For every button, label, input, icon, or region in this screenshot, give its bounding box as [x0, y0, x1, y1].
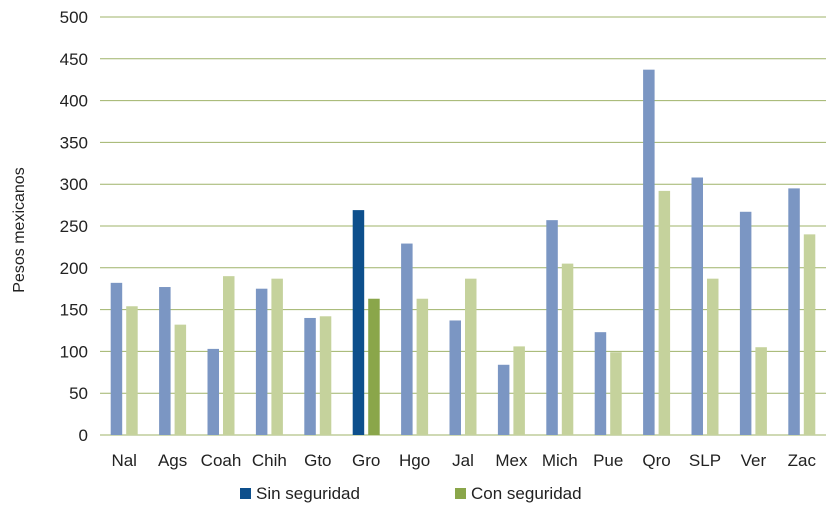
bar-con-seguridad-qro: [658, 190, 671, 435]
bar-con-seguridad-gro: [368, 298, 380, 435]
bar-sin-seguridad-chih: [255, 288, 268, 435]
y-tick-label: 0: [79, 426, 88, 445]
bar-sin-seguridad-qro: [643, 69, 655, 435]
y-axis-label: Pesos mexicanos: [11, 167, 28, 292]
bar-sin-seguridad-pue: [594, 332, 607, 435]
bar-con-seguridad-slp: [707, 278, 719, 435]
bar-sin-seguridad-ags: [159, 287, 171, 435]
x-category-label: Qro: [642, 451, 670, 470]
legend-label-con-seguridad: Con seguridad: [471, 484, 582, 503]
bar-sin-seguridad-mich: [546, 220, 558, 435]
x-category-label: Nal: [111, 451, 137, 470]
bar-con-seguridad-chih: [271, 278, 283, 435]
x-category-label: Coah: [201, 451, 242, 470]
y-tick-label: 50: [69, 384, 88, 403]
bar-sin-seguridad-coah: [207, 348, 219, 435]
bar-con-seguridad-jal: [465, 278, 477, 435]
y-tick-label: 200: [60, 259, 88, 278]
y-tick-label: 350: [60, 133, 88, 152]
bar-con-seguridad-pue: [610, 352, 622, 435]
bar-con-seguridad-mex: [513, 346, 525, 435]
y-tick-label: 100: [60, 342, 88, 361]
x-category-label: Gto: [304, 451, 331, 470]
bars: [110, 69, 816, 435]
legend-label-sin-seguridad: Sin seguridad: [256, 484, 360, 503]
bar-con-seguridad-nal: [126, 306, 138, 435]
bar-sin-seguridad-nal: [110, 282, 123, 435]
bar-sin-seguridad-slp: [691, 177, 703, 435]
y-tick-label: 500: [60, 8, 88, 27]
bar-sin-seguridad-zac: [788, 188, 800, 435]
bar-con-seguridad-ver: [755, 347, 767, 435]
bar-sin-seguridad-hgo: [401, 243, 413, 435]
x-category-label: Ags: [158, 451, 187, 470]
x-category-label: Gro: [352, 451, 380, 470]
x-category-label: Jal: [452, 451, 474, 470]
x-category-label: SLP: [689, 451, 721, 470]
legend-swatch-sin-seguridad: [240, 488, 251, 499]
x-category-label: Ver: [741, 451, 767, 470]
bar-con-seguridad-mich: [561, 263, 574, 435]
bar-sin-seguridad-gro: [352, 210, 365, 435]
y-tick-label: 250: [60, 217, 88, 236]
x-category-label: Mich: [542, 451, 578, 470]
legend-swatch-con-seguridad: [455, 488, 466, 499]
x-axis-categories: Nal Ags Coah Chih Gto Gro Hgo Jal Mex Mich Pue Qro S…: [111, 451, 816, 470]
y-axis-ticks: 0 50 100 150 200 250 300 350 400 450 500: [60, 8, 88, 445]
bar-con-seguridad-coah: [223, 276, 235, 435]
bar-con-seguridad-ags: [174, 324, 187, 435]
x-category-label: Mex: [495, 451, 528, 470]
y-tick-label: 150: [60, 301, 88, 320]
x-category-label: Hgo: [399, 451, 430, 470]
gridlines: [100, 16, 826, 436]
bar-sin-seguridad-mex: [497, 364, 510, 435]
bar-con-seguridad-gto: [319, 316, 332, 435]
x-category-label: Pue: [593, 451, 623, 470]
legend: Sin seguridad Con seguridad: [240, 484, 582, 503]
y-tick-label: 450: [60, 50, 88, 69]
bar-sin-seguridad-ver: [739, 211, 752, 435]
y-tick-label: 300: [60, 175, 88, 194]
x-category-label: Zac: [788, 451, 817, 470]
bar-sin-seguridad-gto: [304, 317, 316, 435]
x-category-label: Chih: [252, 451, 287, 470]
y-tick-label: 400: [60, 92, 88, 111]
bar-con-seguridad-hgo: [416, 298, 429, 435]
bar-con-seguridad-zac: [803, 234, 816, 435]
bar-sin-seguridad-jal: [449, 320, 461, 435]
